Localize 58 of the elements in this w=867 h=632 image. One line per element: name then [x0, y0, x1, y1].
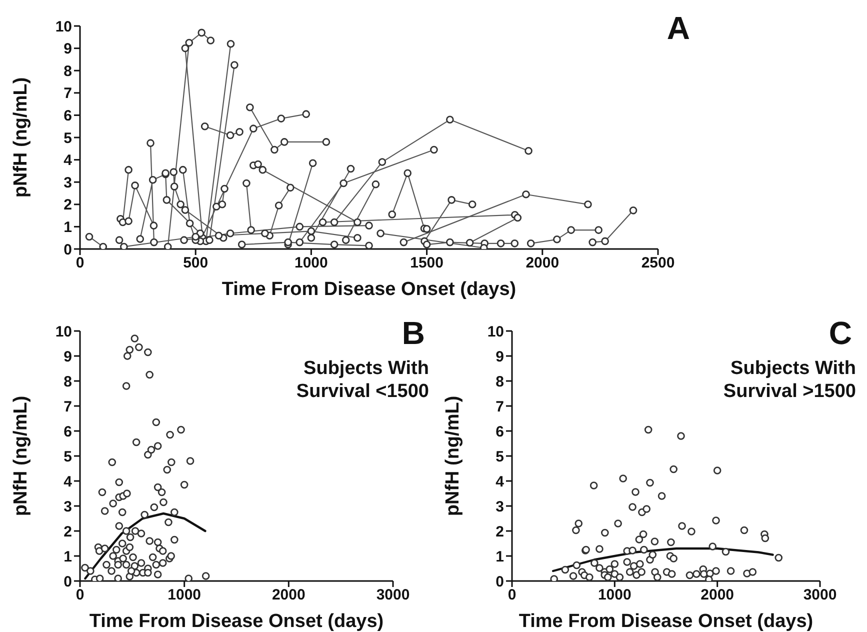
x-tick-label: 0	[76, 254, 84, 272]
x-tick-label: 1500	[410, 254, 444, 272]
y-tick-label: 8	[64, 62, 72, 80]
y-tick-label: 4	[496, 473, 505, 490]
y-tick-label: 6	[64, 108, 72, 125]
x-tick-label: 2000	[700, 586, 734, 604]
x-tick-label: 0	[508, 586, 516, 604]
x-tick-label: 1000	[168, 586, 202, 604]
x-tick-label: 2000	[526, 254, 560, 272]
chart-title: B	[402, 315, 425, 352]
y-tick-label: 9	[496, 348, 504, 366]
chart-title: C	[828, 315, 852, 352]
y-tick-label: 6	[64, 423, 72, 440]
x-axis-title: Time From Disease Onset (days)	[518, 611, 814, 632]
y-tick-label: 5	[496, 448, 504, 466]
y-tick-label: 1	[496, 548, 504, 566]
y-tick-label: 4	[64, 473, 73, 490]
y-tick-label: 0	[496, 573, 504, 590]
y-tick-label: 5	[64, 130, 72, 147]
annotation: Subjects With Survival >1500	[722, 357, 856, 403]
x-tick-label: 3000	[376, 586, 410, 604]
y-tick-label: 2	[64, 196, 72, 214]
x-tick-label: 1000	[294, 254, 328, 272]
y-tick-label: 10	[55, 323, 72, 340]
y-tick-label: 7	[496, 398, 504, 416]
x-axis-title: Time From Disease Onset (days)	[89, 611, 384, 632]
y-tick-label: 9	[64, 40, 72, 58]
y-tick-label: 3	[64, 174, 72, 192]
y-tick-label: 1	[64, 219, 72, 236]
x-tick-label: 2000	[272, 586, 306, 604]
y-axis-title: pNfH (ng/mL)	[10, 77, 32, 198]
y-tick-label: 0	[64, 573, 72, 590]
y-tick-label: 9	[64, 348, 72, 366]
y-tick-label: 7	[64, 398, 72, 416]
y-tick-label: 2	[64, 523, 72, 540]
y-tick-label: 7	[64, 85, 72, 102]
x-tick-label: 1000	[598, 586, 632, 604]
y-tick-label: 1	[64, 548, 72, 566]
y-tick-label: 3	[496, 498, 504, 516]
y-tick-label: 8	[496, 373, 504, 390]
annotation: Subjects With Survival <1500	[295, 357, 429, 403]
y-tick-label: 8	[64, 373, 72, 390]
y-tick-label: 2	[496, 523, 504, 540]
chart-title: A	[666, 10, 690, 47]
y-axis-title: pNfH (ng/mL)	[10, 396, 32, 516]
y-axis-title: pNfH (ng/mL)	[442, 396, 464, 516]
y-tick-label: 10	[487, 323, 504, 340]
x-axis-title: Time From Disease Onset (days)	[222, 279, 516, 300]
x-tick-label: 3000	[803, 586, 837, 604]
y-tick-label: 3	[64, 498, 72, 516]
x-tick-label: 0	[76, 586, 84, 604]
y-tick-label: 4	[64, 152, 73, 170]
y-tick-label: 10	[55, 18, 72, 36]
y-tick-label: 5	[64, 448, 72, 466]
y-tick-label: 0	[64, 241, 72, 258]
y-tick-label: 6	[496, 423, 504, 440]
x-tick-label: 500	[183, 254, 208, 272]
x-tick-label: 2500	[641, 254, 675, 272]
